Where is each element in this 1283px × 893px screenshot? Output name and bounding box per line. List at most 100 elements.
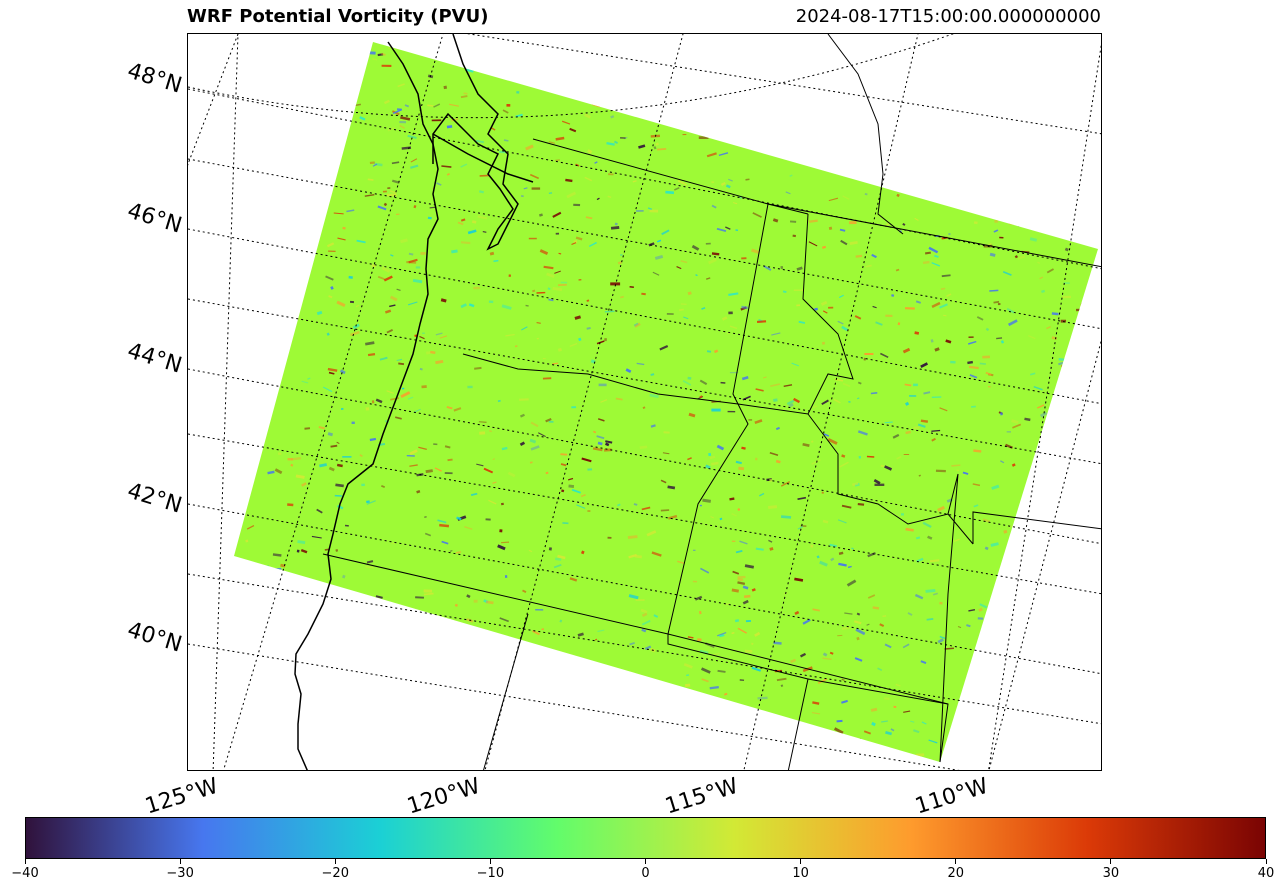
pv-noise-streak	[991, 484, 1000, 490]
pv-noise-streak	[706, 350, 712, 353]
pv-noise-streak	[946, 498, 953, 503]
pv-noise-streak	[569, 127, 577, 133]
pv-noise-streak	[833, 727, 844, 735]
pv-noise-streak	[767, 746, 776, 749]
pv-noise-streak	[607, 536, 612, 539]
pv-noise-streak	[258, 402, 265, 404]
pv-noise-streak	[994, 219, 999, 223]
pv-noise-streak	[896, 193, 900, 198]
pv-noise-streak	[844, 118, 850, 123]
pv-noise-streak	[705, 735, 711, 739]
pv-noise-streak	[423, 589, 432, 593]
pv-noise-streak	[902, 643, 910, 649]
pv-noise-streak	[409, 449, 418, 456]
pv-noise-streak	[849, 221, 857, 225]
pv-noise-streak	[460, 95, 468, 99]
pv-noise-streak	[744, 649, 753, 653]
pv-noise-streak	[280, 321, 289, 327]
pv-noise-streak	[841, 678, 845, 682]
pv-noise-streak	[596, 340, 605, 345]
pv-noise-streak	[532, 289, 536, 293]
pv-noise-streak	[479, 431, 486, 435]
pv-noise-streak	[325, 767, 334, 770]
pv-noise-streak	[401, 387, 405, 390]
pv-noise-streak	[395, 416, 402, 420]
pv-noise-streak	[875, 321, 883, 326]
pv-noise-streak	[370, 711, 379, 715]
pv-noise-streak	[383, 202, 388, 207]
pv-noise-streak	[499, 752, 507, 758]
pv-noise-streak	[230, 546, 234, 550]
pv-noise-streak	[351, 421, 355, 424]
pv-noise-streak	[363, 687, 371, 691]
pv-noise-streak	[383, 275, 393, 282]
pv-noise-streak	[1057, 744, 1062, 748]
pv-noise-streak	[782, 290, 787, 293]
pv-noise-streak	[274, 468, 283, 475]
pv-noise-streak	[545, 418, 552, 423]
pv-noise-streak	[400, 238, 408, 244]
pv-noise-streak	[1085, 684, 1094, 689]
pv-noise-streak	[779, 725, 783, 727]
pv-noise-streak	[922, 168, 933, 176]
pv-noise-streak	[711, 408, 721, 412]
pv-noise-streak	[267, 196, 271, 201]
pv-noise-streak	[677, 560, 685, 565]
pv-noise-streak	[573, 240, 578, 244]
pv-noise-streak	[614, 751, 623, 757]
pv-noise-streak	[385, 309, 392, 314]
pv-noise-streak	[650, 373, 655, 376]
pv-noise-streak	[827, 142, 834, 146]
pv-noise-streak	[839, 228, 846, 232]
pv-noise-streak	[588, 241, 597, 248]
pv-noise-streak	[627, 535, 638, 539]
pv-noise-streak	[1014, 255, 1019, 259]
pv-noise-streak	[828, 197, 839, 202]
colorbar-tick-mark	[645, 859, 646, 864]
pv-noise-streak	[913, 729, 920, 734]
pv-noise-streak	[389, 304, 396, 308]
pv-noise-streak	[710, 516, 715, 519]
pv-noise-streak	[925, 251, 931, 255]
pv-noise-streak	[473, 286, 480, 290]
colorbar-tick-mark	[1265, 859, 1267, 864]
lat-label-44: 44°N	[124, 338, 185, 379]
pv-noise-streak	[705, 464, 711, 470]
pv-noise-streak	[340, 407, 344, 410]
pv-noise-streak	[895, 683, 901, 687]
pv-noise-streak	[610, 115, 615, 119]
pv-noise-streak	[935, 469, 946, 473]
pv-noise-streak	[300, 549, 308, 554]
pv-noise-streak	[422, 732, 425, 735]
pv-noise-streak	[396, 213, 400, 215]
pv-noise-streak	[605, 442, 610, 447]
pv-noise-streak	[934, 347, 940, 352]
pv-noise-streak	[672, 58, 678, 63]
pv-noise-streak	[1064, 139, 1068, 143]
pv-noise-streak	[939, 407, 948, 412]
pv-noise-streak	[976, 316, 984, 321]
pv-noise-streak	[1072, 141, 1081, 145]
pv-noise-streak	[409, 464, 418, 467]
pv-noise-streak	[718, 715, 725, 718]
pv-noise-streak	[254, 210, 261, 214]
pv-noise-streak	[856, 636, 860, 641]
pv-noise-streak	[475, 139, 485, 144]
pv-noise-streak	[1080, 302, 1090, 308]
pv-noise-streak	[1059, 731, 1068, 734]
pv-noise-streak	[483, 686, 492, 690]
pv-noise-streak	[825, 751, 832, 755]
pv-noise-streak	[641, 292, 646, 296]
pv-noise-streak	[587, 468, 593, 471]
pv-noise-streak	[434, 467, 442, 472]
pv-noise-streak	[322, 673, 331, 678]
pv-noise-streak	[520, 195, 524, 198]
coastline	[294, 41, 439, 770]
pv-noise-streak	[306, 726, 316, 730]
pv-noise-streak	[569, 577, 578, 582]
lat-line-49	[466, 34, 1101, 135]
pv-noise-streak	[557, 554, 566, 560]
pv-noise-streak	[1069, 433, 1077, 437]
pv-noise-streak	[922, 161, 931, 166]
pv-noise-streak	[335, 549, 339, 552]
